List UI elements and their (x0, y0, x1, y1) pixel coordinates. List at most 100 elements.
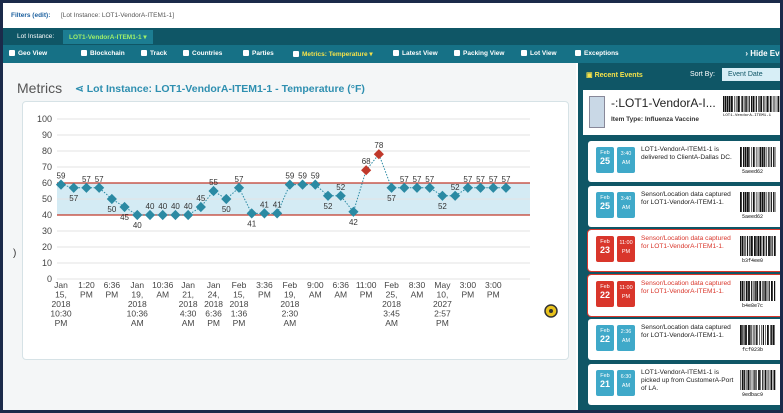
event-day: 25 (596, 156, 614, 166)
x-tick-line: AM (411, 290, 424, 300)
barcode-stripe (738, 96, 740, 112)
collapse-handle[interactable]: ) (13, 248, 16, 259)
barcode-stripe (754, 236, 756, 256)
x-tick-label: 1:20PM (78, 280, 95, 300)
data-label: 57 (95, 175, 104, 184)
event-time: 11:00 (617, 285, 635, 291)
barcode-stripe (775, 192, 776, 212)
barcode-stripe (763, 325, 764, 345)
barcode-stripe (754, 370, 755, 390)
nav-item[interactable]: Track (141, 50, 167, 57)
data-label: 50 (222, 205, 231, 214)
barcode-stripe (772, 236, 773, 256)
filter-bar: Filters (edit): [Lot Instance: LOT1-Vend… (3, 3, 780, 28)
barcode-stripe (753, 96, 755, 112)
nav-item[interactable]: Metrics: Temperature ▾ (293, 50, 373, 58)
barcode-stripe (740, 325, 742, 345)
x-tick-line: 9:00 (307, 280, 324, 290)
map-pin[interactable] (545, 305, 557, 317)
time-badge: 11:00PM (617, 236, 635, 262)
barcode-stripe (756, 325, 757, 345)
data-label: 40 (158, 202, 167, 211)
barcode-stripe (756, 192, 757, 212)
date-badge: Feb22 (596, 325, 614, 351)
barcode-stripe (749, 236, 750, 256)
x-tick-line: 10:36 (152, 280, 174, 290)
barcode-stripe (758, 96, 759, 112)
barcode-stripe (765, 370, 767, 390)
hide-events[interactable]: › Hide Eve (745, 49, 780, 58)
sort-button[interactable]: Event Date (722, 68, 780, 81)
data-label: 57 (425, 175, 434, 184)
nav-item[interactable]: Parties (243, 50, 274, 57)
x-tick-line: 3:00 (485, 280, 502, 290)
hide-events-label[interactable]: Hide Eve (750, 49, 780, 58)
nav-item[interactable]: Packing View (454, 50, 504, 57)
nav-item[interactable]: Geo View (9, 50, 47, 57)
barcode-stripe (740, 192, 742, 212)
x-tick-line: 10:36 (127, 309, 149, 319)
x-tick-line: 19, (131, 290, 143, 300)
x-tick-line: Jan (207, 280, 221, 290)
y-tick-label: 100 (37, 114, 52, 124)
x-tick-line: Feb (384, 280, 399, 290)
nav-item[interactable]: Lot View (521, 50, 557, 57)
date-badge: Feb23 (596, 236, 614, 262)
nav-item[interactable]: Blockchain (81, 50, 125, 57)
product-barcode (723, 96, 780, 112)
barcode-stripe (742, 96, 743, 112)
filter-label[interactable]: Filters (edit): (11, 12, 50, 19)
barcode-stripe (767, 325, 769, 345)
x-tick-line: AM (156, 290, 169, 300)
x-tick-label: Jan21,20184:30AM (179, 280, 198, 328)
lot-selector[interactable]: LOT1-VendorA-ITEM1-1 ▾ (63, 30, 153, 44)
barcode-stripe (748, 281, 750, 301)
sort-label: Sort By: (690, 71, 715, 78)
barcode-stripe (753, 147, 755, 167)
event-time: 6:30 (617, 374, 635, 380)
event-ampm: AM (617, 160, 635, 166)
event-time: 3:40 (617, 196, 635, 202)
nav-item[interactable]: Countries (183, 50, 222, 57)
time-badge: 3:40AM (617, 192, 635, 218)
x-tick-line: 3:00 (460, 280, 477, 290)
barcode-stripe (746, 96, 747, 112)
nav-item[interactable]: Exceptions (575, 50, 619, 57)
barcode-stripe (763, 96, 764, 112)
event-text: LOT1-VendorA-ITEM1-1 is delivered to Cli… (641, 146, 739, 162)
event-code: b3f4ee0 (742, 258, 763, 264)
nav-item[interactable]: Latest View (393, 50, 438, 57)
barcode-stripe (773, 96, 774, 112)
barcode-stripe (742, 325, 743, 345)
x-tick-line: PM (461, 290, 474, 300)
y-tick-label: 20 (42, 242, 52, 252)
barcode-stripe (753, 325, 754, 345)
x-tick-line: 2:57 (434, 309, 451, 319)
barcode-stripe (743, 147, 744, 167)
data-label: 52 (451, 183, 460, 192)
data-label: 52 (438, 202, 447, 211)
data-label: 59 (285, 172, 294, 181)
x-tick-line: 6:36 (332, 280, 349, 290)
time-badge: 6:30AM (617, 370, 635, 396)
event-ampm: AM (617, 338, 635, 344)
x-tick-label: Jan19,201810:36AM (127, 280, 149, 328)
barcode-stripe (747, 370, 748, 390)
barcode-stripe (758, 147, 759, 167)
event-day: 23 (596, 245, 614, 255)
barcode-stripe (723, 96, 724, 112)
x-tick-line: PM (258, 290, 271, 300)
barcode-stripe (755, 370, 756, 390)
barcode-stripe (727, 96, 728, 112)
time-badge: 3:40AM (617, 147, 635, 173)
barcode-stripe (744, 236, 745, 256)
barcode-stripe (745, 192, 747, 212)
